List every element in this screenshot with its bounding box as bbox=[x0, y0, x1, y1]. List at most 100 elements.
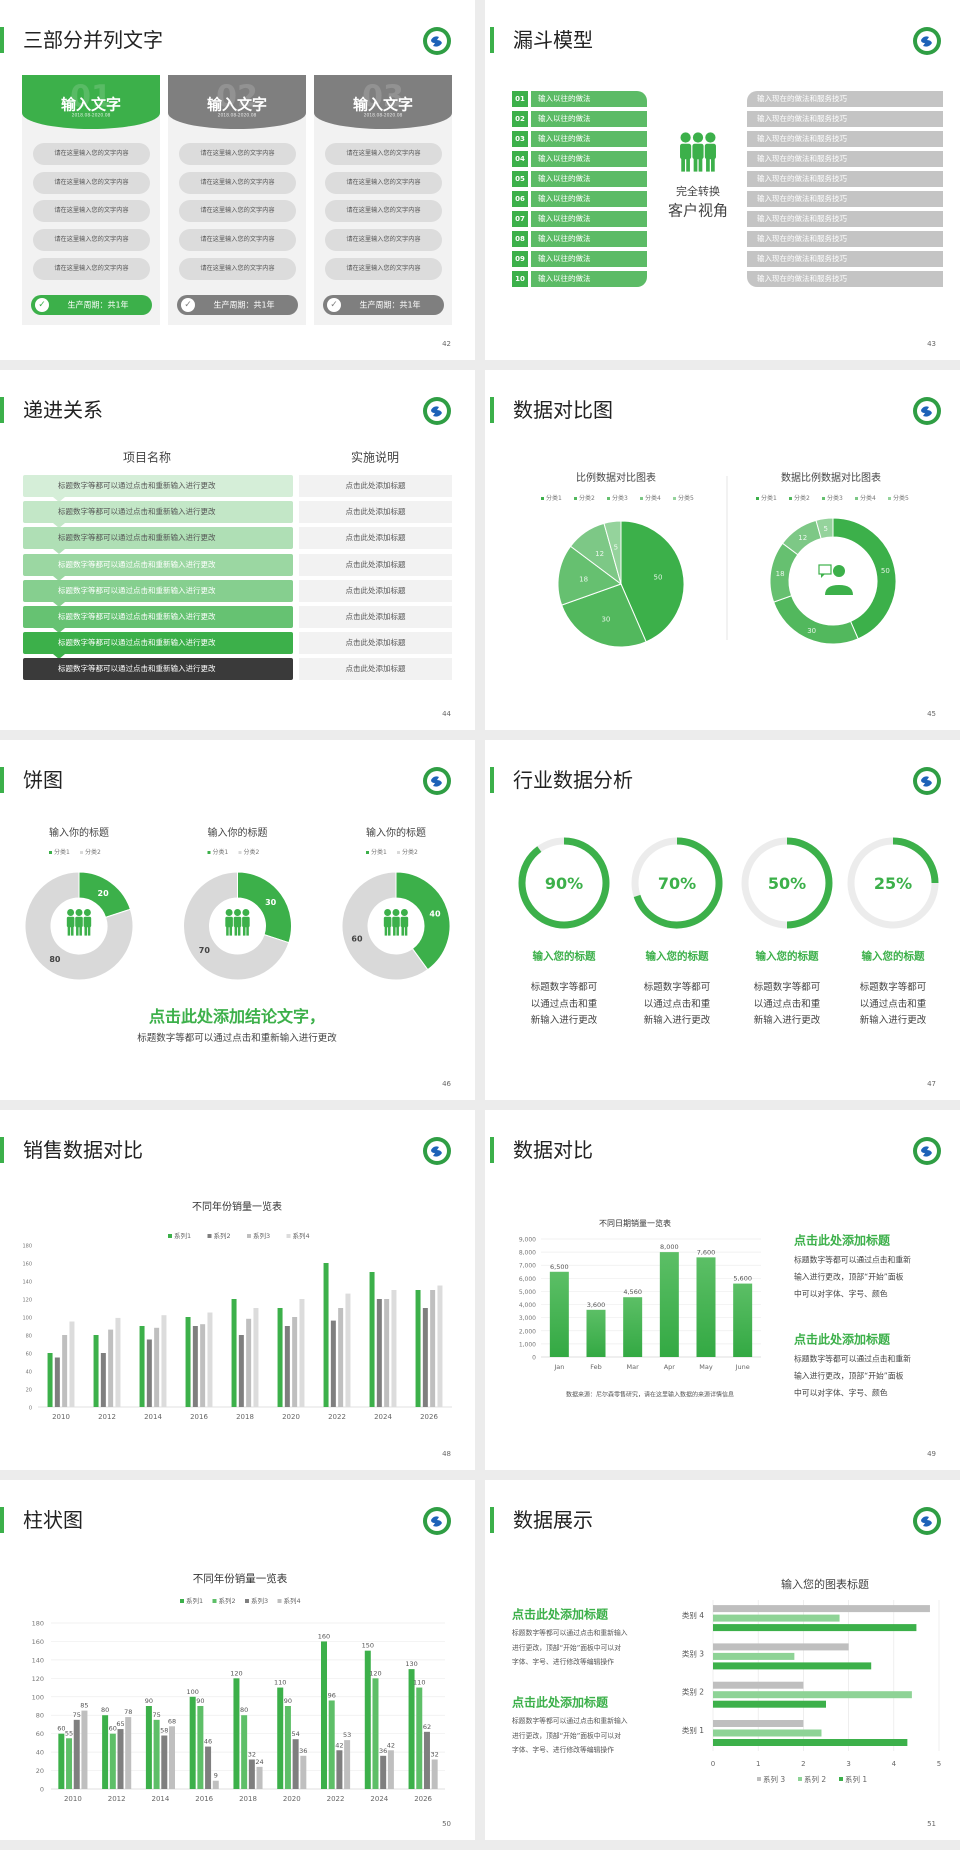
data-label: 18 bbox=[776, 570, 785, 578]
funnel-right-row[interactable]: 输入现在的做法和服务技巧 bbox=[747, 111, 943, 127]
data-label: 55 bbox=[65, 1729, 73, 1737]
block-text-line: 字体、字号、进行修改等编辑操作 bbox=[512, 1658, 614, 1666]
funnel-left-row[interactable]: 输入以往的做法 bbox=[531, 111, 647, 127]
bar-系列4-2010 bbox=[69, 1321, 75, 1407]
card-text-pill[interactable]: 请在这里输入您的文字内容 bbox=[33, 229, 150, 252]
funnel-left-row[interactable]: 输入以往的做法 bbox=[531, 211, 647, 227]
funnel-right-row[interactable]: 输入现在的做法和服务技巧 bbox=[747, 191, 943, 207]
progression-row[interactable]: 标题数字等都可以通过点击和重新输入进行更改 bbox=[23, 632, 293, 655]
people-group-icon bbox=[225, 909, 250, 936]
progression-row[interactable]: 标题数字等都可以通过点击和重新输入进行更改 bbox=[23, 501, 293, 524]
progression-row[interactable]: 标题数字等都可以通过点击和重新输入进行更改 bbox=[23, 658, 293, 681]
funnel-left-row[interactable]: 输入以往的做法 bbox=[531, 231, 647, 247]
down-arrow-icon bbox=[53, 523, 65, 529]
note-cell[interactable]: 点击此处添加标题 bbox=[299, 527, 452, 550]
x-tick-label: 5 bbox=[937, 1760, 941, 1768]
bar-系列1-2024 bbox=[364, 1650, 371, 1789]
progression-row[interactable]: 标题数字等都可以通过点击和重新输入进行更改 bbox=[23, 553, 293, 576]
logo-icon bbox=[422, 1506, 452, 1536]
bar-系列1-2014 bbox=[139, 1326, 145, 1407]
note-cell[interactable]: 点击此处添加标题 bbox=[299, 632, 452, 655]
data-label: 78 bbox=[124, 1708, 132, 1716]
page-number: 42 bbox=[442, 340, 451, 348]
x-tick-label: 1 bbox=[756, 1760, 760, 1768]
funnel-left-row[interactable]: 输入以往的做法 bbox=[531, 151, 647, 167]
card-text-pill[interactable]: 请在这里输入您的文字内容 bbox=[179, 257, 296, 280]
card-text-pill[interactable]: 请在这里输入您的文字内容 bbox=[325, 257, 442, 280]
note-cell[interactable]: 点击此处添加标题 bbox=[299, 658, 452, 681]
title-accent-bar bbox=[490, 1507, 494, 1533]
note-cell[interactable]: 点击此处添加标题 bbox=[299, 475, 452, 497]
progression-row[interactable]: 标题数字等都可以通过点击和重新输入进行更改 bbox=[23, 475, 293, 497]
legend-swatch bbox=[207, 851, 211, 854]
y-tick-label: 5,000 bbox=[519, 1289, 536, 1296]
funnel-right-row[interactable]: 输入现在的做法和服务技巧 bbox=[747, 251, 943, 267]
bar-系列2-类别3 bbox=[713, 1652, 795, 1660]
card-text-pill[interactable]: 请在这里输入您的文字内容 bbox=[179, 200, 296, 223]
bar-系列1-类别2 bbox=[713, 1700, 826, 1708]
bar-系列4-2024 bbox=[391, 1290, 397, 1407]
note-cell[interactable]: 点击此处添加标题 bbox=[299, 553, 452, 576]
legend-swatch bbox=[207, 1234, 212, 1238]
funnel-left-row[interactable]: 输入以往的做法 bbox=[531, 171, 647, 187]
progression-row[interactable]: 标题数字等都可以通过点击和重新输入进行更改 bbox=[23, 579, 293, 602]
card-text-pill[interactable]: 请在这里输入您的文字内容 bbox=[33, 171, 150, 194]
progression-row[interactable]: 标题数字等都可以通过点击和重新输入进行更改 bbox=[23, 527, 293, 550]
funnel-left-number: 02 bbox=[512, 111, 528, 127]
slide-46: 饼图 输入你的标题 分类1 分类2 20 80 输入你的标题 分类1 分类2 30 70 输入你的标… bbox=[0, 740, 475, 1100]
progression-row[interactable]: 标题数字等都可以通过点击和重新输入进行更改 bbox=[23, 606, 293, 628]
card-heading: 输入文字 bbox=[352, 95, 414, 114]
card-text-pill[interactable]: 请在这里输入您的文字内容 bbox=[179, 229, 296, 252]
funnel-right-row[interactable]: 输入现在的做法和服务技巧 bbox=[747, 171, 943, 187]
funnel-right-row[interactable]: 输入现在的做法和服务技巧 bbox=[747, 211, 943, 227]
pie-slice bbox=[772, 595, 859, 645]
card-text-pill[interactable]: 请在这里输入您的文字内容 bbox=[325, 143, 442, 165]
data-label: 18 bbox=[579, 575, 588, 583]
card-text-pill[interactable]: 请在这里输入您的文字内容 bbox=[179, 171, 296, 194]
bar-系列2-类别4 bbox=[713, 1614, 840, 1622]
y-tick-label: 100 bbox=[22, 1316, 32, 1322]
data-label: 12 bbox=[595, 550, 604, 558]
card-number-watermark: 01 bbox=[70, 79, 112, 115]
funnel-right-row[interactable]: 输入现在的做法和服务技巧 bbox=[747, 131, 943, 147]
card-date: 2018.08-2020.08 bbox=[363, 113, 403, 119]
bar-系列3-2024 bbox=[380, 1755, 387, 1789]
bar-系列3-2012 bbox=[108, 1329, 114, 1407]
note-cell[interactable]: 点击此处添加标题 bbox=[299, 501, 452, 524]
funnel-left-row[interactable]: 输入以往的做法 bbox=[531, 271, 647, 287]
bar-系列2-2012 bbox=[100, 1353, 106, 1407]
card-text-pill[interactable]: 请在这里输入您的文字内容 bbox=[33, 200, 150, 223]
card-text-pill[interactable]: 请在这里输入您的文字内容 bbox=[325, 171, 442, 194]
pie-slice bbox=[183, 871, 290, 981]
bar-系列4-2016 bbox=[207, 1312, 213, 1407]
note-cell[interactable]: 点击此处添加标题 bbox=[299, 579, 452, 602]
funnel-left-row[interactable]: 输入以往的做法 bbox=[531, 251, 647, 267]
funnel-left-row[interactable]: 输入以往的做法 bbox=[531, 191, 647, 207]
card-footer-label: 生产周期：共1年 bbox=[359, 300, 421, 310]
legend-label: 系列1 bbox=[186, 1596, 203, 1605]
pie-slice bbox=[557, 545, 623, 606]
logo-icon bbox=[912, 396, 942, 426]
page-number: 44 bbox=[442, 710, 451, 718]
card-text-pill[interactable]: 请在这里输入您的文字内容 bbox=[33, 257, 150, 280]
x-tick-label: 2022 bbox=[328, 1413, 346, 1421]
card-text-pill[interactable]: 请在这里输入您的文字内容 bbox=[325, 229, 442, 252]
funnel-right-row[interactable]: 输入现在的做法和服务技巧 bbox=[747, 271, 943, 287]
page-number: 49 bbox=[927, 1450, 936, 1458]
funnel-right-row[interactable]: 输入现在的做法和服务技巧 bbox=[747, 151, 943, 167]
bar-系列2-2010 bbox=[54, 1357, 60, 1407]
card-text-pill[interactable]: 请在这里输入您的文字内容 bbox=[33, 143, 150, 165]
bar-系列1-类别1 bbox=[713, 1739, 908, 1746]
slide-48: 销售数据对比 不同年份销量一览表 系列1 系列2 系列3 系列4 0 20 40 60 80 100… bbox=[0, 1110, 475, 1470]
funnel-right-row[interactable]: 输入现在的做法和服务技巧 bbox=[747, 91, 943, 107]
funnel-left-row[interactable]: 输入以往的做法 bbox=[531, 131, 647, 147]
note-cell[interactable]: 点击此处添加标题 bbox=[299, 606, 452, 628]
card-text-pill[interactable]: 请在这里输入您的文字内容 bbox=[179, 143, 296, 165]
card-header: 03 输入文字 2018.08-2020.08 bbox=[314, 75, 452, 129]
funnel-left-number: 04 bbox=[512, 151, 528, 167]
card-text-pill[interactable]: 请在这里输入您的文字内容 bbox=[325, 200, 442, 223]
funnel-right-row[interactable]: 输入现在的做法和服务技巧 bbox=[747, 231, 943, 247]
funnel-left-row[interactable]: 输入以往的做法 bbox=[531, 91, 647, 107]
